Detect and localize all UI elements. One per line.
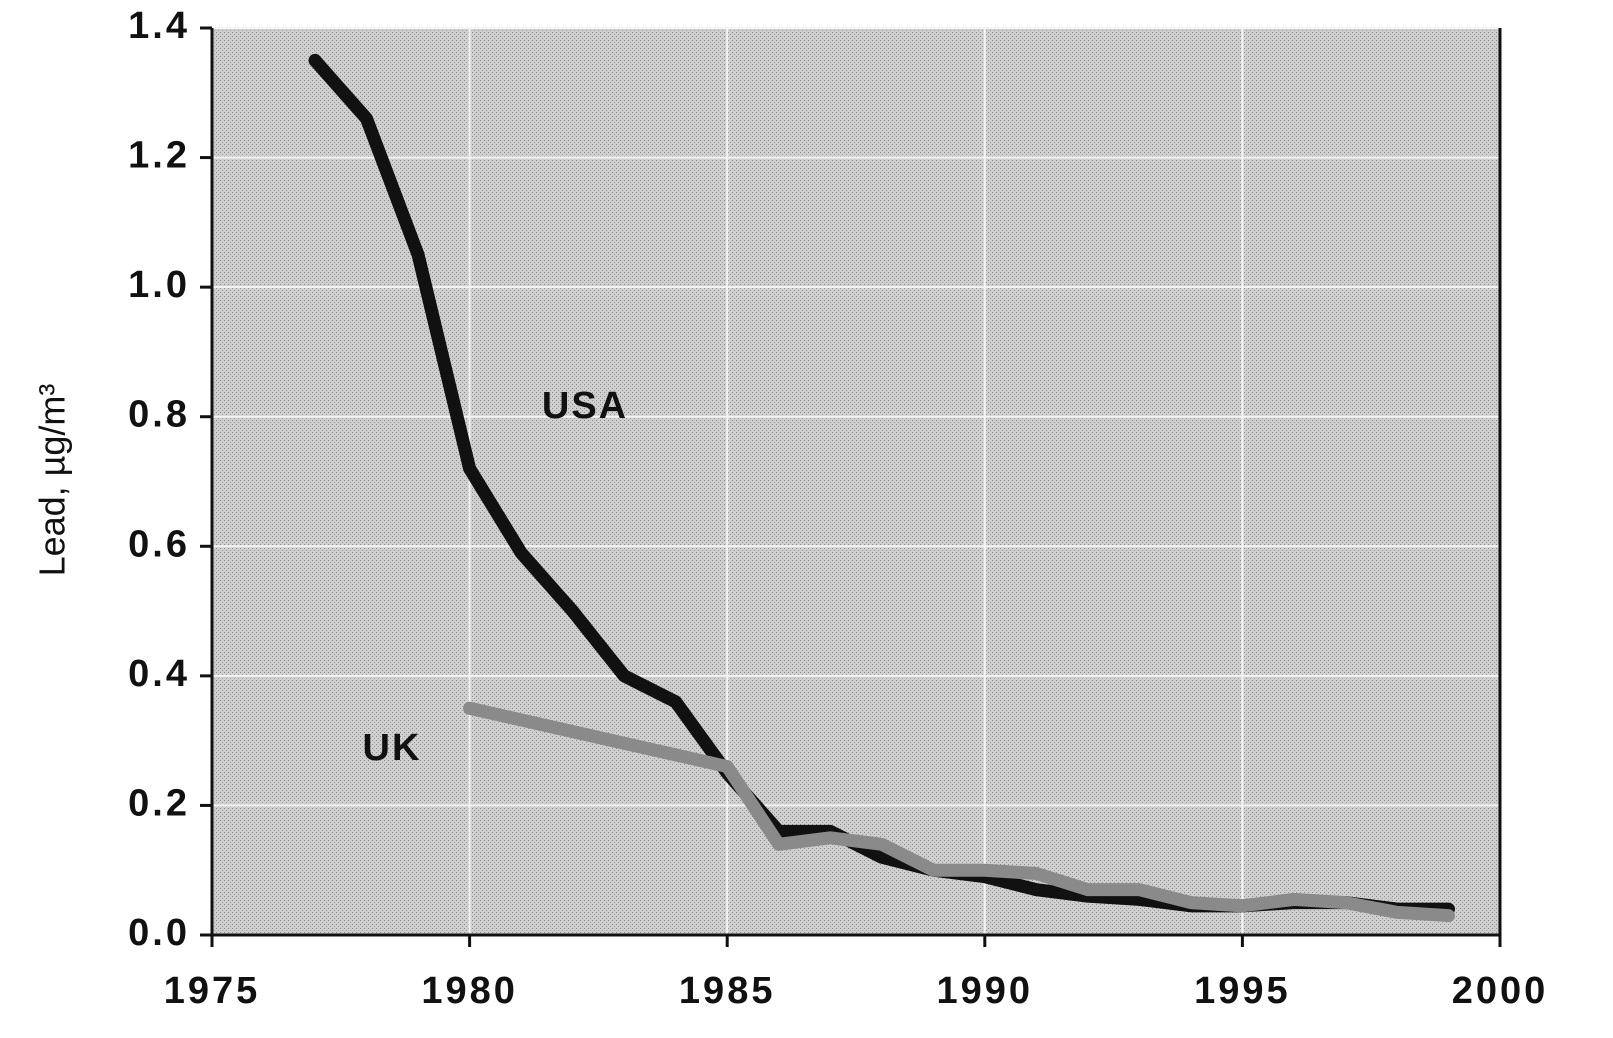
y-tick-label: 0.6 <box>128 523 190 565</box>
x-tick-label: 1980 <box>421 970 518 1012</box>
y-tick-label: 0.8 <box>128 394 190 436</box>
x-tick-label: 2000 <box>1452 970 1549 1012</box>
x-tick-label: 1975 <box>164 970 261 1012</box>
x-tick-label: 1985 <box>679 970 776 1012</box>
series-line <box>463 701 1455 923</box>
x-tick-label: 1995 <box>1194 970 1291 1012</box>
y-tick-label: 1.0 <box>128 264 190 306</box>
y-tick-label: 0.2 <box>128 782 190 824</box>
y-axis-label: Lead, µg/m³ <box>32 384 73 577</box>
annotation: USA <box>542 385 628 427</box>
x-tick-label: 1990 <box>937 970 1034 1012</box>
axes <box>210 28 1502 937</box>
y-tick-label: 0.4 <box>128 653 190 695</box>
y-tick-label: 1.2 <box>128 135 190 177</box>
y-tick-label: 1.4 <box>128 5 190 47</box>
plot-area <box>212 28 1500 935</box>
annotation: UK <box>363 727 422 769</box>
y-tick-label: 0.0 <box>128 912 190 954</box>
